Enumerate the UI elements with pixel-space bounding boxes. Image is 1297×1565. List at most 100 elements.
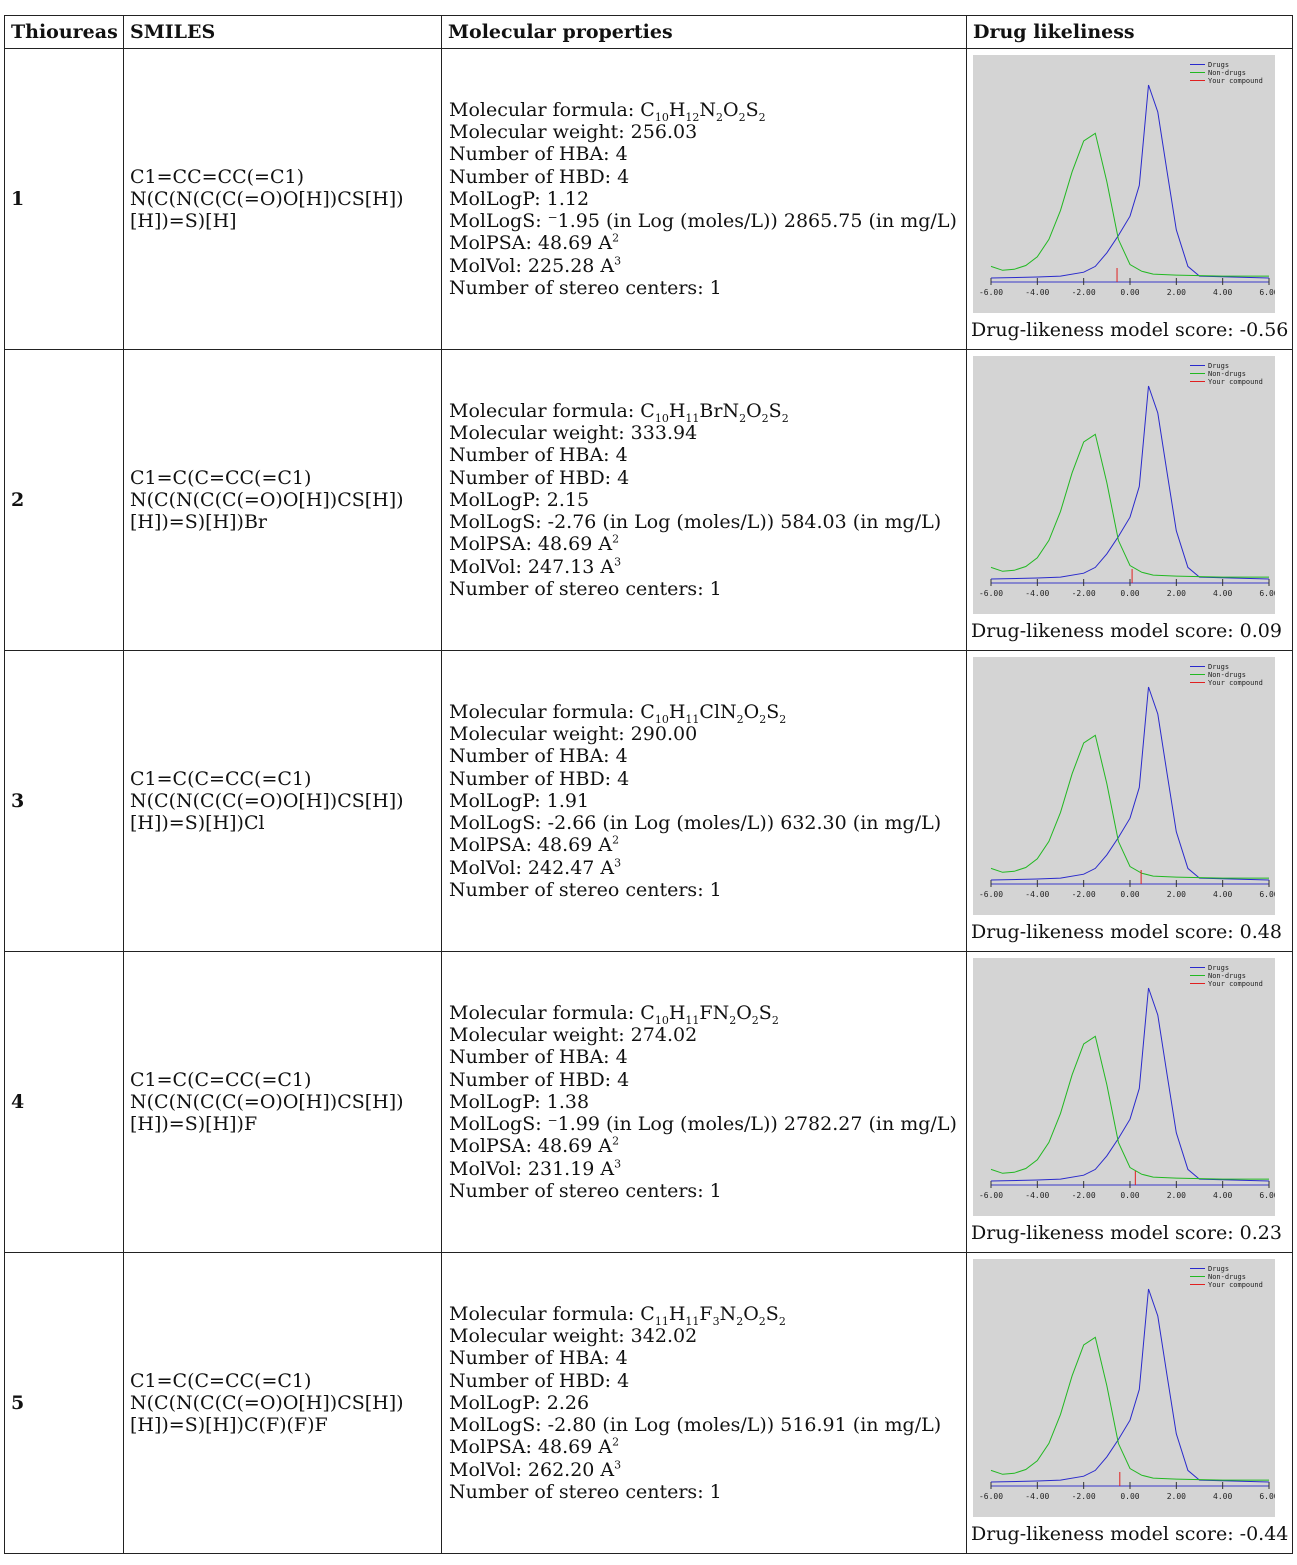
x-tick-label: 6.00 <box>1259 589 1275 598</box>
drug-likeness-cell: -6.00 -4.00 -2.00 0.00 2.00 4.00 6.00 DrugsNon-… <box>966 951 1293 1253</box>
prop-hba: Number of HBA: 4 <box>449 143 628 166</box>
psa-text: MolPSA: 48.69 A <box>449 1135 613 1158</box>
plot-svg: -6.00 -4.00 -2.00 0.00 2.00 4.00 6.00 DrugsNon-… <box>979 362 1275 598</box>
vol-exponent: 3 <box>614 555 622 569</box>
psa-text: MolPSA: 48.69 A <box>449 232 613 255</box>
drug-likeness-score: Drug-likeness model score: 0.48 <box>971 921 1282 943</box>
psa-exponent: 2 <box>612 532 620 546</box>
formula-part: H <box>668 99 686 122</box>
smiles-cell: C1=C(C=CC(=C1) N(C(N(C(C(=O)O[H])CS[H]) [H… <box>123 349 442 651</box>
formula-part: 2 <box>779 712 787 726</box>
x-tick-label: 4.00 <box>1213 589 1232 598</box>
header-molecular-properties: Molecular properties <box>441 15 967 49</box>
smiles-cell: C1=C(C=CC(=C1) N(C(N(C(C(=O)O[H])CS[H]) [H… <box>123 650 442 952</box>
thiourea-id: 2 <box>4 349 124 651</box>
formula-part: 2 <box>761 411 769 425</box>
x-tick-label: -2.00 <box>1072 1492 1096 1501</box>
prop-psa: MolPSA: 48.69 A2 <box>449 533 960 555</box>
formula-part: H <box>668 400 686 423</box>
legend-label: Non-drugs <box>1208 972 1246 980</box>
drug-likeness-score: Drug-likeness model score: -0.44 <box>971 1523 1289 1545</box>
thiourea-id: 3 <box>4 650 124 952</box>
formula-part: 2 <box>759 712 767 726</box>
formula-part: 12 <box>685 110 700 124</box>
drug-likeness-score: Drug-likeness model score: 0.23 <box>971 1222 1282 1244</box>
x-tick-label: -4.00 <box>1025 1191 1049 1200</box>
properties-cell: Molecular formula: C10H12N2O2S2 Molecular… <box>441 48 967 350</box>
prop-hba: Number of HBA: 4 <box>449 444 628 467</box>
drugs-series-line <box>990 686 1270 881</box>
smiles-line: N(C(N(C(C(=O)O[H])CS[H]) <box>130 790 404 812</box>
formula-part: 2 <box>738 110 746 124</box>
smiles-line: [H])=S)[H])Cl <box>130 812 265 834</box>
x-tick-label: -6.00 <box>979 288 1003 297</box>
legend-label: Your compound <box>1208 77 1263 85</box>
prop-stereo: Number of stereo centers: 1 <box>449 276 722 299</box>
formula-part: 3 <box>712 1314 720 1328</box>
legend-label: Your compound <box>1208 679 1263 687</box>
x-tick-label: 2.00 <box>1167 589 1186 598</box>
x-tick-label: 2.00 <box>1167 1191 1186 1200</box>
prop-logs: MolLogS: -2.76 (in Log (moles/L)) 584.03… <box>449 511 942 534</box>
drugs-series-line <box>990 987 1270 1182</box>
molecular-formula: Molecular formula: C11H11F3N2O2S2 <box>449 1303 960 1328</box>
prop-hbd: Number of HBD: 4 <box>449 767 630 790</box>
molecular-formula: Molecular formula: C10H12N2O2S2 <box>449 99 960 124</box>
vol-exponent: 3 <box>614 856 622 870</box>
formula-part: C <box>640 400 655 423</box>
properties-cell: Molecular formula: C10H11BrN2O2S2 Molecul… <box>441 349 967 651</box>
formula-part: 11 <box>654 1314 669 1328</box>
smiles-line: [H])=S)[H] <box>130 210 237 232</box>
psa-exponent: 2 <box>612 1435 620 1449</box>
formula-part: O <box>746 400 762 423</box>
prop-stereo: Number of stereo centers: 1 <box>449 878 722 901</box>
properties-cell: Molecular formula: C11H11F3N2O2S2 Molecul… <box>441 1252 967 1554</box>
prop-hbd: Number of HBD: 4 <box>449 1369 630 1392</box>
formula-part: 2 <box>758 1314 766 1328</box>
drugs-series-line <box>990 84 1270 279</box>
x-tick-label: -6.00 <box>979 589 1003 598</box>
plot-svg: -6.00 -4.00 -2.00 0.00 2.00 4.00 6.00 DrugsNon-… <box>979 61 1275 297</box>
x-tick-label: -4.00 <box>1025 288 1049 297</box>
x-tick-label: 2.00 <box>1167 890 1186 899</box>
plot-svg: -6.00 -4.00 -2.00 0.00 2.00 4.00 6.00 DrugsNon-… <box>979 1265 1275 1501</box>
formula-part: H <box>668 1303 686 1326</box>
smiles-cell: C1=CC=CC(=C1) N(C(N(C(C(=O)O[H])CS[H]) [H]… <box>123 48 442 350</box>
prop-psa: MolPSA: 48.69 A2 <box>449 834 960 856</box>
molecular-formula: Molecular formula: C10H11FN2O2S2 <box>449 1002 960 1027</box>
x-tick-label: 6.00 <box>1259 890 1275 899</box>
formula-label: Molecular formula: <box>449 1303 641 1326</box>
drug-likeness-cell: -6.00 -4.00 -2.00 0.00 2.00 4.00 6.00 DrugsNon-… <box>966 349 1293 651</box>
prop-logs: MolLogS: ⁻1.95 (in Log (moles/L)) 2865.7… <box>449 210 957 233</box>
prop-hba: Number of HBA: 4 <box>449 745 628 768</box>
x-tick-label: 4.00 <box>1213 288 1232 297</box>
formula-part: 2 <box>771 1013 779 1027</box>
x-tick-label: 2.00 <box>1167 1492 1186 1501</box>
formula-part: 10 <box>654 1013 669 1027</box>
molecular-formula: Molecular formula: C10H11BrN2O2S2 <box>449 400 960 425</box>
x-tick-label: 4.00 <box>1213 1191 1232 1200</box>
x-tick-label: -4.00 <box>1025 1492 1049 1501</box>
smiles-line: [H])=S)[H])Br <box>130 511 268 533</box>
vol-text: MolVol: 242.47 A <box>449 856 615 879</box>
formula-part: 2 <box>781 411 789 425</box>
header-smiles: SMILES <box>123 15 442 49</box>
prop-psa: MolPSA: 48.69 A2 <box>449 232 960 254</box>
x-tick-label: -2.00 <box>1072 890 1096 899</box>
smiles-line: C1=CC=CC(=C1) <box>130 166 304 188</box>
drugs-series-line <box>990 1288 1270 1483</box>
thiourea-id: 5 <box>4 1252 124 1554</box>
formula-part: F <box>699 1303 713 1326</box>
prop-logp: MolLogP: 2.26 <box>449 1391 590 1414</box>
formula-part: 2 <box>758 110 766 124</box>
formula-part: ClN <box>699 701 737 724</box>
x-tick-label: -2.00 <box>1072 1191 1096 1200</box>
properties-cell: Molecular formula: C10H11FN2O2S2 Molecula… <box>441 951 967 1253</box>
legend-label: Your compound <box>1208 378 1263 386</box>
formula-part: 2 <box>736 712 744 726</box>
x-tick-label: 0.00 <box>1120 589 1139 598</box>
nondrugs-series-line <box>990 132 1269 277</box>
smiles-line: C1=C(C=CC(=C1) <box>130 467 312 489</box>
prop-vol: MolVol: 231.19 A3 <box>449 1158 960 1180</box>
drugs-series-line <box>990 385 1270 580</box>
